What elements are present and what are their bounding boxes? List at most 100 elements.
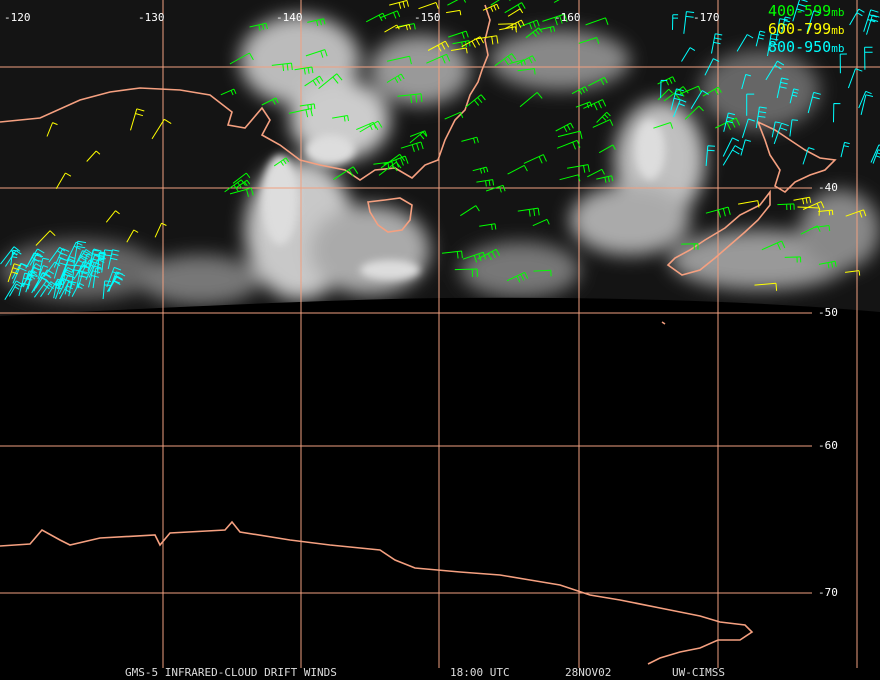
wind-barb bbox=[105, 210, 120, 223]
wind-barb bbox=[722, 137, 740, 157]
wind-barb bbox=[451, 47, 468, 54]
wind-barb bbox=[538, 26, 556, 33]
wind-barb bbox=[592, 119, 614, 128]
wind-barb bbox=[389, 0, 409, 9]
wind-barb bbox=[690, 90, 709, 109]
wind-barb bbox=[305, 49, 328, 58]
wind-barb bbox=[845, 209, 867, 218]
wind-barb bbox=[400, 141, 424, 152]
wind-barb bbox=[477, 248, 501, 261]
wind-barb bbox=[4, 280, 24, 300]
wind-barb bbox=[54, 272, 69, 289]
wind-barb bbox=[21, 271, 38, 288]
wind-barb bbox=[220, 88, 237, 96]
wind-barb bbox=[48, 246, 66, 263]
wind-barb bbox=[448, 30, 469, 39]
wind-barb bbox=[53, 248, 70, 268]
wind-barb bbox=[332, 115, 349, 122]
wind-barb bbox=[38, 257, 49, 276]
lon-label: -120 bbox=[4, 11, 31, 24]
wind-barb bbox=[583, 99, 607, 111]
wind-barb bbox=[847, 68, 863, 89]
wind-barb bbox=[446, 9, 462, 16]
lat-label: -40 bbox=[818, 181, 838, 194]
wind-barb bbox=[37, 265, 49, 280]
wind-barb bbox=[711, 33, 723, 54]
wind-barb bbox=[578, 37, 600, 44]
legend-entry: 400-599mb bbox=[768, 2, 844, 20]
wind-barb bbox=[383, 155, 409, 168]
wind-barb bbox=[498, 23, 517, 31]
footer-time: 18:00 UTC bbox=[450, 666, 510, 679]
wind-barb bbox=[556, 139, 581, 150]
wind-barb bbox=[596, 111, 611, 123]
wind-barb bbox=[426, 53, 451, 64]
wind-barb bbox=[775, 18, 788, 42]
antarctica-coast bbox=[0, 520, 754, 665]
wind-barb bbox=[461, 136, 479, 144]
wind-barb bbox=[557, 130, 583, 140]
wind-barb bbox=[663, 86, 689, 102]
wind-barb bbox=[53, 257, 68, 279]
wind-barb bbox=[229, 187, 254, 197]
wind-barbs bbox=[0, 0, 880, 300]
wind-barb bbox=[333, 166, 359, 181]
wind-barb bbox=[73, 240, 87, 265]
wind-barb bbox=[85, 261, 101, 281]
wind-barb bbox=[380, 153, 406, 169]
wind-barb bbox=[776, 77, 789, 99]
lon-label: -150 bbox=[414, 11, 441, 24]
wind-barb bbox=[505, 19, 525, 29]
wind-barb bbox=[288, 108, 313, 118]
wind-barb bbox=[409, 131, 428, 144]
wind-barb bbox=[299, 103, 316, 110]
wind-barb bbox=[35, 269, 55, 289]
wind-barb bbox=[418, 2, 439, 10]
coastlines bbox=[0, 4, 837, 665]
wind-barb bbox=[8, 283, 22, 297]
wind-barb bbox=[386, 55, 412, 65]
wind-barb bbox=[681, 47, 696, 62]
wind-barb bbox=[378, 161, 402, 176]
legend-entry: 800-950mb bbox=[768, 38, 844, 56]
wind-barb bbox=[571, 86, 588, 95]
wind-barb bbox=[813, 225, 831, 232]
wind-barb bbox=[587, 168, 605, 178]
wind-barb bbox=[482, 3, 500, 12]
lat-label: -50 bbox=[818, 306, 838, 319]
wind-barb bbox=[307, 18, 326, 27]
lat-labels: -40 -50 -60 -70 bbox=[818, 181, 838, 599]
wind-barb bbox=[840, 141, 850, 158]
wind-barb bbox=[653, 122, 674, 129]
wind-barb bbox=[519, 19, 540, 30]
wind-barb bbox=[229, 52, 254, 65]
wind-barb bbox=[765, 60, 785, 81]
wind-barb bbox=[57, 269, 73, 290]
wind-barb bbox=[83, 253, 92, 270]
wind-barb bbox=[261, 97, 279, 106]
wind-barb bbox=[516, 55, 536, 65]
wind-barb bbox=[106, 266, 122, 288]
wind-barb bbox=[866, 14, 880, 35]
wind-barb bbox=[684, 105, 704, 120]
wind-barb bbox=[409, 130, 428, 137]
wind-barb bbox=[575, 101, 593, 109]
wind-barb bbox=[777, 203, 795, 211]
lat-label: -70 bbox=[818, 586, 838, 599]
wind-barb bbox=[55, 172, 72, 190]
wind-barb bbox=[789, 88, 799, 104]
wind-barb bbox=[767, 33, 780, 56]
wind-barb bbox=[705, 145, 716, 166]
footer: GMS-5 INFRARED-CLOUD DRIFT WINDS 18:00 U… bbox=[125, 666, 725, 679]
lon-label: -140 bbox=[276, 11, 303, 24]
wind-barb bbox=[833, 103, 841, 123]
wind-barb bbox=[660, 79, 668, 99]
wind-barb bbox=[704, 58, 720, 76]
wind-barb bbox=[154, 222, 167, 238]
wind-barb bbox=[746, 93, 755, 116]
wind-barb bbox=[672, 14, 679, 30]
new-zealand-south bbox=[666, 189, 771, 276]
wind-barb bbox=[447, 0, 467, 6]
australia-coast bbox=[0, 4, 491, 181]
